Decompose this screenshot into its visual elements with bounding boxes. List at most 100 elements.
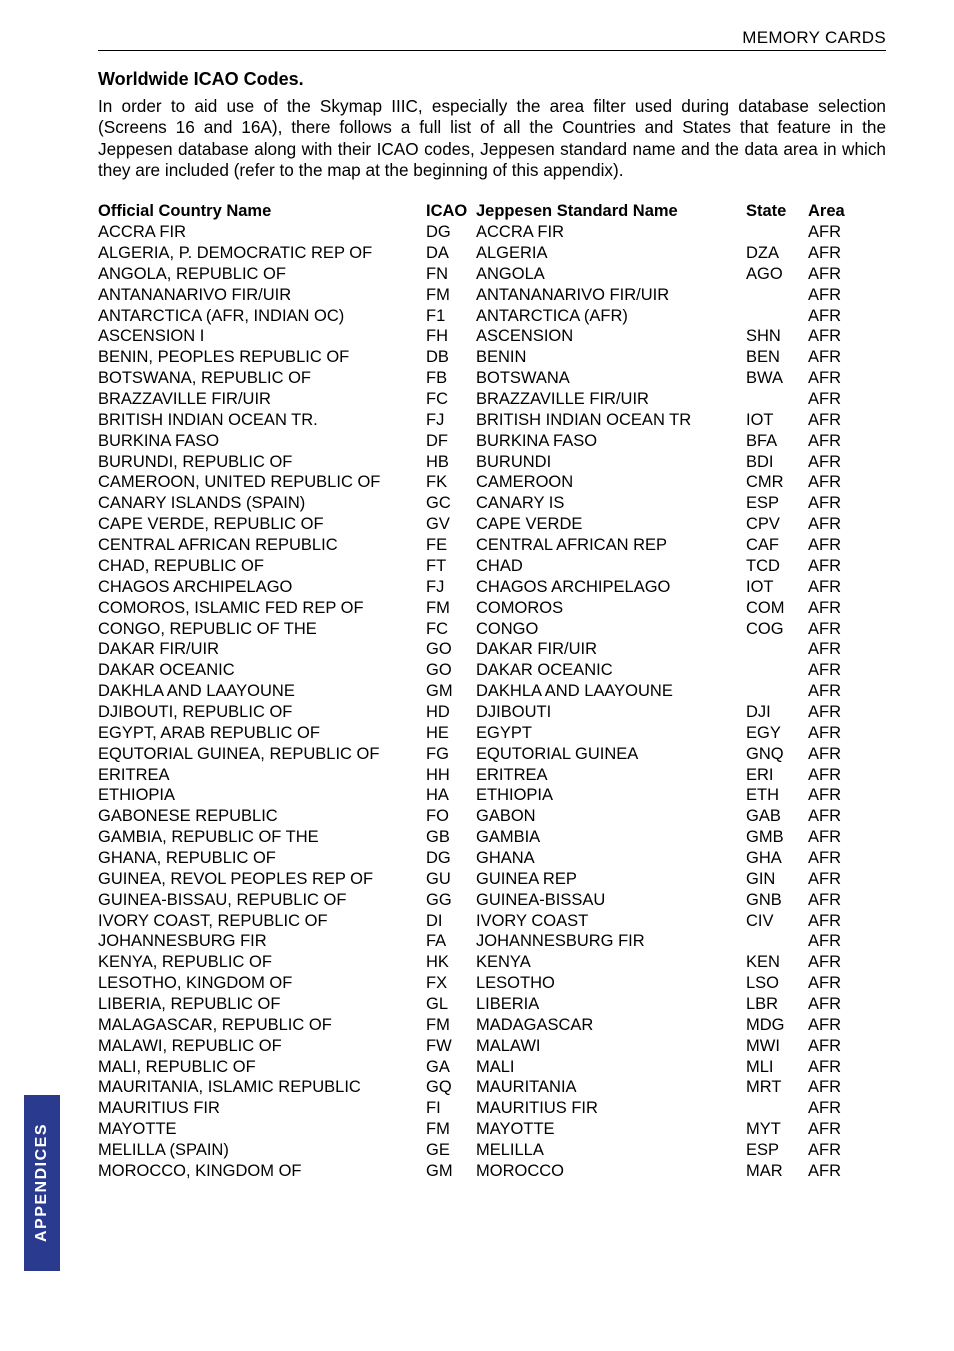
cell-state [746, 389, 808, 410]
cell-state: SHN [746, 326, 808, 347]
table-row: BRAZZAVILLE FIR/UIRFCBRAZZAVILLE FIR/UIR… [98, 389, 886, 410]
table-row: CAPE VERDE, REPUBLIC OFGVCAPE VERDECPVAF… [98, 514, 886, 535]
cell-jeppesen: ASCENSION [476, 326, 746, 347]
table-row: KENYA, REPUBLIC OFHKKENYAKENAFR [98, 952, 886, 973]
cell-icao: FM [426, 598, 476, 619]
cell-official: CHAD, REPUBLIC OF [98, 556, 426, 577]
cell-jeppesen: EQUTORIAL GUINEA [476, 744, 746, 765]
cell-official: ASCENSION I [98, 326, 426, 347]
cell-icao: FA [426, 931, 476, 952]
cell-state: BDI [746, 452, 808, 473]
cell-jeppesen: JOHANNESBURG FIR [476, 931, 746, 952]
cell-official: MELILLA (SPAIN) [98, 1140, 426, 1161]
cell-area: AFR [808, 389, 858, 410]
cell-area: AFR [808, 702, 858, 723]
cell-icao: GG [426, 890, 476, 911]
table-row: DAKAR OCEANICGODAKAR OCEANICAFR [98, 660, 886, 681]
cell-area: AFR [808, 472, 858, 493]
cell-icao: DI [426, 911, 476, 932]
cell-jeppesen: MELILLA [476, 1140, 746, 1161]
cell-icao: FG [426, 744, 476, 765]
cell-state: GNQ [746, 744, 808, 765]
header-underline [98, 50, 886, 51]
table-row: ANTANANARIVO FIR/UIRFMANTANANARIVO FIR/U… [98, 285, 886, 306]
table-row: GUINEA, REVOL PEOPLES REP OFGUGUINEA REP… [98, 869, 886, 890]
table-row: CAMEROON, UNITED REPUBLIC OFFKCAMEROONCM… [98, 472, 886, 493]
cell-state: ETH [746, 785, 808, 806]
cell-official: COMOROS, ISLAMIC FED REP OF [98, 598, 426, 619]
table-row: BURUNDI, REPUBLIC OFHBBURUNDIBDIAFR [98, 452, 886, 473]
cell-icao: GE [426, 1140, 476, 1161]
cell-official: KENYA, REPUBLIC OF [98, 952, 426, 973]
cell-icao: FH [426, 326, 476, 347]
cell-icao: HA [426, 785, 476, 806]
cell-state: GHA [746, 848, 808, 869]
cell-icao: FM [426, 1015, 476, 1036]
cell-area: AFR [808, 1015, 858, 1036]
table-row: BOTSWANA, REPUBLIC OFFBBOTSWANABWAAFR [98, 368, 886, 389]
cell-icao: DG [426, 222, 476, 243]
table-row: DAKAR FIR/UIRGODAKAR FIR/UIRAFR [98, 639, 886, 660]
cell-state: LSO [746, 973, 808, 994]
cell-icao: HK [426, 952, 476, 973]
table-row: GAMBIA, REPUBLIC OF THEGBGAMBIAGMBAFR [98, 827, 886, 848]
cell-official: MALAGASCAR, REPUBLIC OF [98, 1015, 426, 1036]
cell-official: BRITISH INDIAN OCEAN TR. [98, 410, 426, 431]
cell-area: AFR [808, 431, 858, 452]
cell-state: ESP [746, 493, 808, 514]
cell-icao: HB [426, 452, 476, 473]
table-row: EGYPT, ARAB REPUBLIC OFHEEGYPTEGYAFR [98, 723, 886, 744]
cell-jeppesen: GABON [476, 806, 746, 827]
cell-icao: FE [426, 535, 476, 556]
cell-area: AFR [808, 911, 858, 932]
cell-jeppesen: BURUNDI [476, 452, 746, 473]
table-row: CENTRAL AFRICAN REPUBLICFECENTRAL AFRICA… [98, 535, 886, 556]
cell-official: LESOTHO, KINGDOM OF [98, 973, 426, 994]
table-row: ACCRA FIRDGACCRA FIRAFR [98, 222, 886, 243]
cell-icao: FM [426, 285, 476, 306]
intro-paragraph: In order to aid use of the Skymap IIIC, … [98, 96, 886, 181]
cell-jeppesen: MALAWI [476, 1036, 746, 1057]
cell-icao: FI [426, 1098, 476, 1119]
cell-official: ALGERIA, P. DEMOCRATIC REP OF [98, 243, 426, 264]
cell-state: GAB [746, 806, 808, 827]
cell-icao: F1 [426, 306, 476, 327]
cell-official: EQUTORIAL GUINEA, REPUBLIC OF [98, 744, 426, 765]
cell-area: AFR [808, 306, 858, 327]
cell-jeppesen: ALGERIA [476, 243, 746, 264]
cell-icao: DF [426, 431, 476, 452]
cell-state: IOT [746, 577, 808, 598]
cell-jeppesen: DAKAR FIR/UIR [476, 639, 746, 660]
cell-official: BRAZZAVILLE FIR/UIR [98, 389, 426, 410]
cell-official: GABONESE REPUBLIC [98, 806, 426, 827]
cell-area: AFR [808, 1077, 858, 1098]
cell-jeppesen: ACCRA FIR [476, 222, 746, 243]
cell-jeppesen: MOROCCO [476, 1161, 746, 1182]
cell-area: AFR [808, 952, 858, 973]
cell-area: AFR [808, 1098, 858, 1119]
cell-official: BENIN, PEOPLES REPUBLIC OF [98, 347, 426, 368]
cell-area: AFR [808, 890, 858, 911]
cell-jeppesen: DAKAR OCEANIC [476, 660, 746, 681]
cell-official: ANTARCTICA (AFR, INDIAN OC) [98, 306, 426, 327]
cell-jeppesen: BRAZZAVILLE FIR/UIR [476, 389, 746, 410]
cell-icao: GO [426, 639, 476, 660]
cell-state: IOT [746, 410, 808, 431]
table-row: EQUTORIAL GUINEA, REPUBLIC OFFGEQUTORIAL… [98, 744, 886, 765]
cell-state [746, 660, 808, 681]
cell-icao: GL [426, 994, 476, 1015]
cell-icao: DA [426, 243, 476, 264]
cell-area: AFR [808, 994, 858, 1015]
table-header-row: Official Country Name ICAO Jeppesen Stan… [98, 201, 886, 222]
cell-icao: DG [426, 848, 476, 869]
cell-jeppesen: GUINEA-BISSAU [476, 890, 746, 911]
col-jeppesen: Jeppesen Standard Name [476, 201, 746, 222]
cell-official: DAKHLA AND LAAYOUNE [98, 681, 426, 702]
cell-jeppesen: MAURITANIA [476, 1077, 746, 1098]
table-row: GHANA, REPUBLIC OFDGGHANAGHAAFR [98, 848, 886, 869]
cell-official: MAURITIUS FIR [98, 1098, 426, 1119]
table-row: ASCENSION IFHASCENSIONSHNAFR [98, 326, 886, 347]
cell-area: AFR [808, 1140, 858, 1161]
cell-jeppesen: CENTRAL AFRICAN REP [476, 535, 746, 556]
cell-icao: FC [426, 619, 476, 640]
